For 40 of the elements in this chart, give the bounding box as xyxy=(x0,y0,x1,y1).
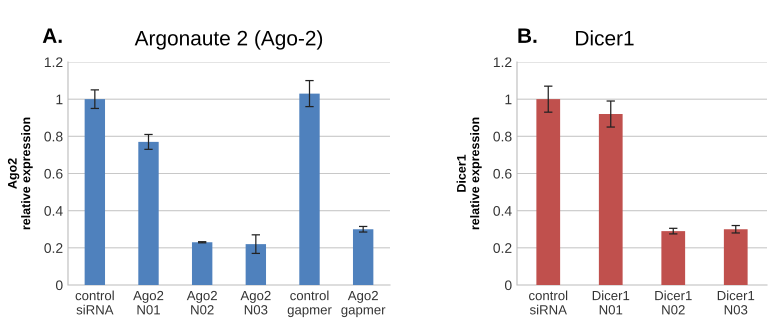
chart-title: Argonaute 2 (Ago-2) xyxy=(134,30,322,50)
bar xyxy=(724,229,748,285)
bar xyxy=(192,242,212,285)
y-tick-label: 1.2 xyxy=(44,57,62,68)
y-tick-label: 0.8 xyxy=(493,132,512,142)
y-axis-title: Dicer1 relative expression xyxy=(456,118,482,230)
bar xyxy=(536,99,560,285)
x-tick-label: Ago2 N03 xyxy=(240,290,271,314)
chart-title: Dicer1 xyxy=(576,30,634,46)
y-tick-label: 0.6 xyxy=(44,168,63,179)
x-tick-label: Ago2 N02 xyxy=(186,290,217,314)
x-tick-label: Dicer1 N02 xyxy=(655,290,692,314)
x-tick-label: Dicer1 N03 xyxy=(718,290,754,314)
y-axis-title: Ago2 relative expression xyxy=(8,118,33,230)
y-tick-label: 1.2 xyxy=(494,57,512,68)
y-tick-label: 0.2 xyxy=(44,243,62,254)
text: B. xyxy=(518,28,536,43)
x-tick-label: control gapmer xyxy=(288,290,332,318)
x-tick-label: Ago2 gapmer xyxy=(341,290,386,318)
x-tick-label: Ago2 N01 xyxy=(133,290,164,314)
y-tick-label: 0.6 xyxy=(493,168,512,179)
y-tick-label: 0 xyxy=(56,280,63,290)
y-tick-label: 0.4 xyxy=(493,206,512,216)
bar xyxy=(299,94,320,285)
x-tick-label: control siRNA xyxy=(76,290,114,314)
y-tick-label: 0.8 xyxy=(44,132,63,142)
y-tick-label: 1 xyxy=(56,94,62,104)
text: A. xyxy=(42,28,62,43)
y-tick-label: 1 xyxy=(505,94,512,104)
x-tick-label: Dicer1 N01 xyxy=(592,290,630,314)
bar xyxy=(246,244,266,285)
bar xyxy=(598,114,623,285)
y-tick-label: 0 xyxy=(504,280,512,290)
x-tick-label: control siRNA xyxy=(529,290,568,314)
y-tick-label: 0.4 xyxy=(44,206,63,216)
bar xyxy=(138,142,159,285)
bar xyxy=(661,231,686,285)
bar xyxy=(84,99,106,285)
y-tick-label: 0.2 xyxy=(493,243,512,254)
bar xyxy=(352,229,374,285)
